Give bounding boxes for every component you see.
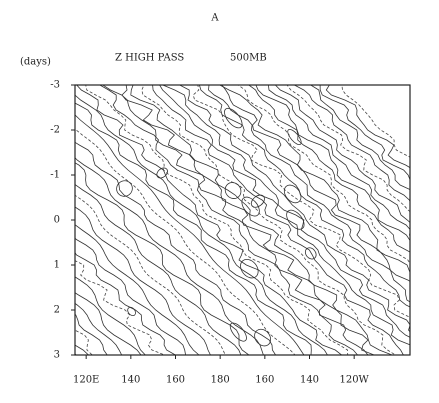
title: Z HIGH PASS <box>115 53 184 64</box>
y-tick-label: -2 <box>50 125 60 136</box>
contour-line <box>49 75 339 375</box>
contour-line <box>85 75 365 375</box>
contour-line <box>207 75 439 375</box>
contour-line <box>130 75 420 375</box>
contour-line <box>289 75 439 375</box>
y-tick-label: -3 <box>50 80 60 91</box>
x-tick-label: 140 <box>300 375 319 386</box>
contour-line <box>0 75 86 375</box>
contour-loop <box>249 193 267 210</box>
x-tick-label: 180 <box>211 375 230 386</box>
x-tick-label: 120E <box>73 375 99 386</box>
subtitle: 500MB <box>230 53 267 64</box>
contour-line <box>0 75 191 375</box>
contour-line <box>39 75 325 375</box>
contour-loop <box>281 182 304 206</box>
contour-loop <box>251 326 274 349</box>
contour-loop <box>155 166 170 180</box>
x-tick-label: 120W <box>339 375 369 386</box>
x-tick-label: 160 <box>255 375 274 386</box>
contour-line <box>0 75 129 375</box>
contour-loop <box>126 306 137 317</box>
y-axis-label: (days) <box>20 57 51 68</box>
contour-line <box>271 75 439 375</box>
contour-line <box>189 75 439 375</box>
y-tick-label: 3 <box>54 350 60 361</box>
contour-loop <box>113 178 135 200</box>
contour-field <box>0 75 439 375</box>
y-tick-label: 2 <box>54 305 60 316</box>
contour-line <box>121 75 401 375</box>
x-tick-label: 140 <box>121 375 140 386</box>
y-tick-label: 0 <box>54 215 60 226</box>
x-tick-label: 160 <box>166 375 185 386</box>
contour-line <box>27 75 309 375</box>
contour-line <box>0 75 145 375</box>
contour-line <box>70 75 360 375</box>
contour-line <box>62 75 344 375</box>
contour-line <box>0 75 248 375</box>
y-tick-label: -1 <box>50 170 60 181</box>
contour-line <box>284 75 439 375</box>
contour-line <box>0 75 173 375</box>
chart: A (days) Z HIGH PASS 500MB -3 -2 -1 0 1 2 3 120… <box>0 0 439 403</box>
panel-label: A <box>210 13 219 24</box>
y-tick-label: 1 <box>54 260 60 271</box>
contour-line <box>311 75 439 375</box>
contour-line <box>0 75 224 375</box>
contour-line <box>0 75 212 375</box>
contour-line <box>160 75 439 375</box>
contour-line <box>0 75 102 375</box>
